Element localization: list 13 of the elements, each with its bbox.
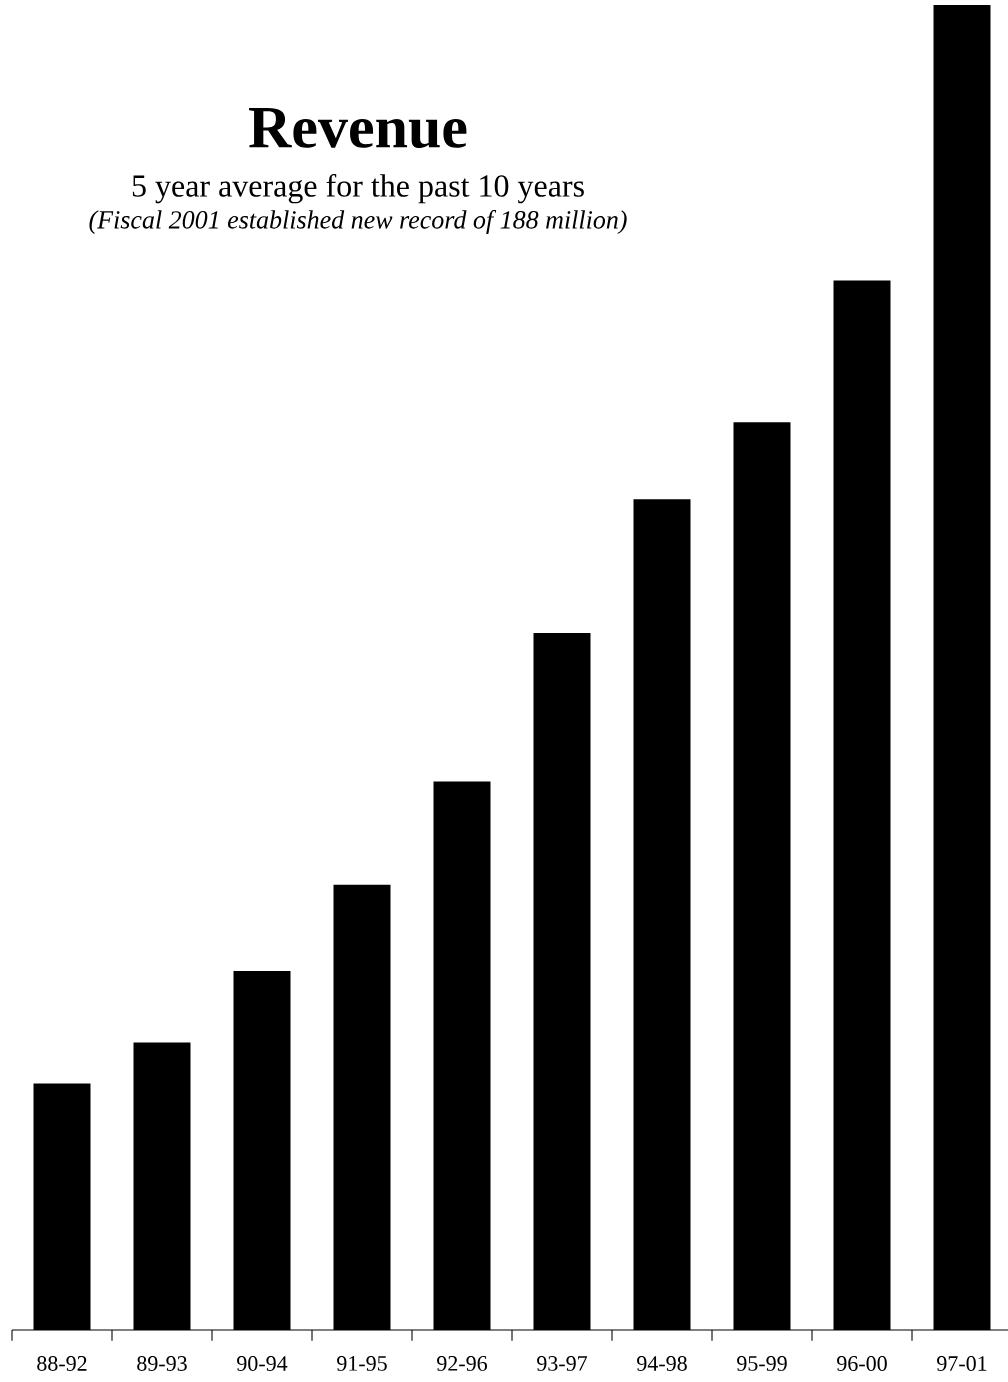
x-tick-label: 97-01 bbox=[937, 1356, 987, 1371]
x-tick-label: 94-98 bbox=[637, 1356, 687, 1371]
x-tick-label: 96-00 bbox=[837, 1356, 887, 1371]
x-tick-label: 91-95 bbox=[337, 1356, 387, 1371]
x-tick-label: 89-93 bbox=[137, 1356, 187, 1371]
x-tick-label: 88-92 bbox=[37, 1356, 87, 1371]
x-tick-label: 90-94 bbox=[237, 1356, 288, 1371]
annotation: (Fiscal 2001 established new record of 188 million) bbox=[89, 210, 627, 234]
text: Revenue bbox=[249, 107, 467, 148]
text: 5 year average for the past 10 years bbox=[132, 173, 584, 204]
x-tick-label: 95-99 bbox=[737, 1356, 787, 1371]
x-tick-label: 93-97 bbox=[537, 1356, 588, 1371]
x-tick-label: 92-96 bbox=[437, 1356, 488, 1371]
